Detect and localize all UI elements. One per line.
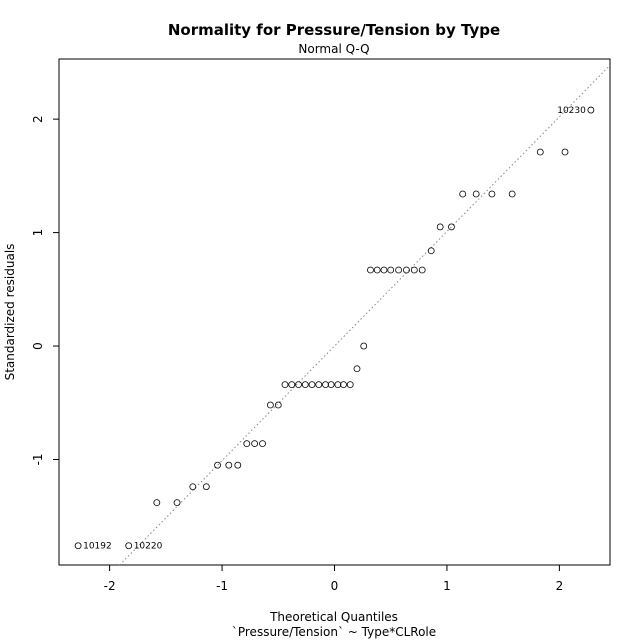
qq-reference-line xyxy=(119,64,611,566)
data-point xyxy=(427,247,435,255)
data-point xyxy=(395,266,402,274)
x-tick-label: -1 xyxy=(216,579,228,593)
data-point xyxy=(346,381,354,389)
x-tick-label: 0 xyxy=(331,579,339,593)
data-point xyxy=(436,223,444,231)
data-point xyxy=(373,266,381,274)
data-point xyxy=(281,381,289,389)
data-point xyxy=(153,499,161,507)
data-point xyxy=(225,461,233,469)
data-point xyxy=(267,401,274,409)
data-point xyxy=(301,381,309,389)
plot-frame xyxy=(58,58,611,566)
y-tick-label: 2 xyxy=(31,115,45,123)
point-label: 10220 xyxy=(134,542,163,552)
data-point xyxy=(173,499,181,507)
x-tick-label: 1 xyxy=(443,579,451,593)
data-point xyxy=(125,542,133,550)
y-axis-label: Standardized residuals xyxy=(3,244,17,381)
y-tick-label: -1 xyxy=(31,454,45,466)
data-point xyxy=(259,440,266,448)
x-tick-label: 2 xyxy=(556,579,564,593)
chart-title: Normality for Pressure/Tension by Type xyxy=(168,21,500,39)
point-label: 10230 xyxy=(557,106,586,116)
data-point xyxy=(360,342,368,350)
data-point xyxy=(403,266,410,274)
x-axis-label: Theoretical Quantiles xyxy=(269,610,398,624)
data-point xyxy=(274,401,282,409)
data-point xyxy=(327,381,335,389)
data-point xyxy=(488,190,496,198)
data-point xyxy=(472,190,480,198)
y-tick-label: 0 xyxy=(31,342,45,350)
data-point xyxy=(334,381,342,389)
x-tick-label: -2 xyxy=(104,579,116,593)
data-point xyxy=(322,381,329,389)
data-point xyxy=(410,266,418,274)
data-point xyxy=(448,223,455,231)
data-point xyxy=(459,190,467,198)
data-point xyxy=(288,381,296,389)
point-label: 10192 xyxy=(83,542,112,552)
data-point xyxy=(561,148,569,156)
data-point xyxy=(508,190,516,198)
data-point xyxy=(367,266,374,274)
data-point xyxy=(308,381,316,389)
chart-subtitle: Normal Q-Q xyxy=(298,42,369,56)
data-point xyxy=(387,266,395,274)
y-tick-label: 1 xyxy=(31,229,45,237)
data-point xyxy=(353,365,361,373)
data-point xyxy=(295,381,302,389)
data-point xyxy=(340,381,347,389)
data-point xyxy=(74,542,82,550)
data-point xyxy=(418,266,426,274)
data-point xyxy=(202,483,210,491)
data-point xyxy=(536,148,544,156)
data-point xyxy=(251,440,259,448)
data-point xyxy=(214,461,221,469)
data-point xyxy=(243,440,251,448)
data-point xyxy=(587,106,595,114)
data-point xyxy=(315,381,323,389)
x-axis-sublabel: `Pressure/Tension` ~ Type*CLRole xyxy=(232,625,436,639)
data-point xyxy=(189,483,197,491)
data-point xyxy=(234,461,242,469)
data-point xyxy=(380,266,388,274)
